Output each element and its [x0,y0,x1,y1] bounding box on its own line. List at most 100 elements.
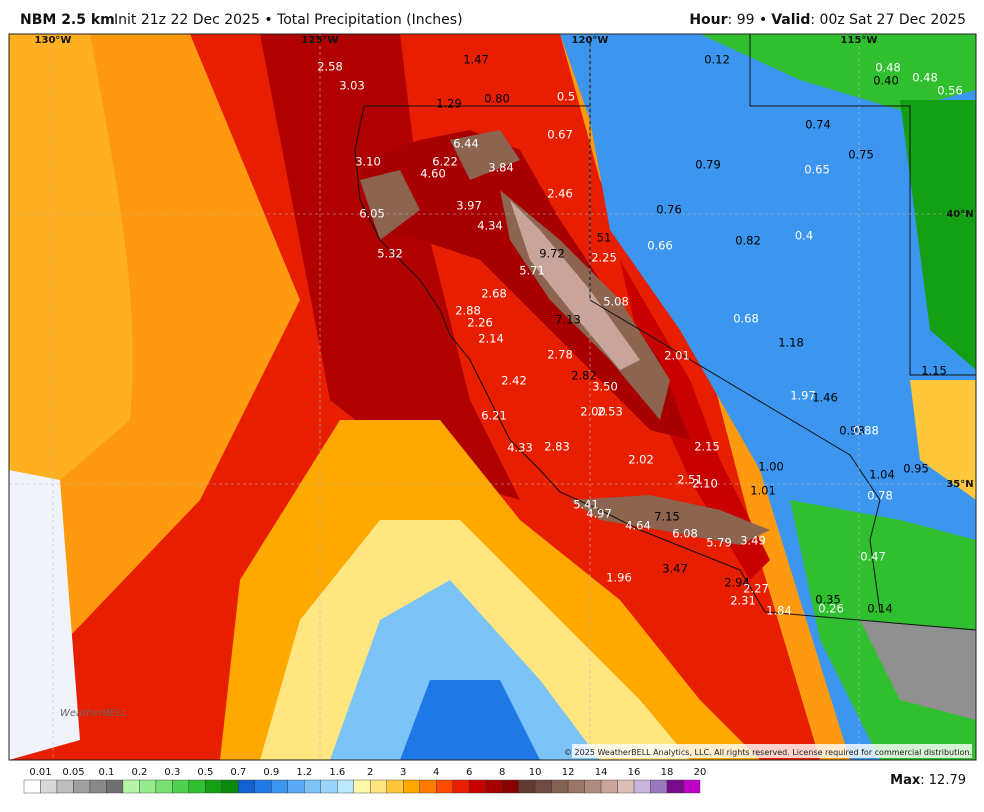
colorbar-label: 0.05 [62,767,84,778]
point-value: 2.02 [628,453,654,467]
point-value: 1.00 [758,460,784,474]
max-value: Max: 12.79 [890,773,966,788]
grid-label: 120°W [572,35,609,46]
point-value: 0.40 [873,74,899,88]
point-value: 0.47 [860,550,886,564]
colorbar-label: 6 [466,767,472,778]
max-number: : 12.79 [920,773,966,788]
colorbar-cell [468,779,486,794]
colorbar-cell [40,779,58,794]
point-value: 0.82 [735,234,761,248]
colorbar-label: 20 [694,767,707,778]
point-value: 3.84 [488,161,514,175]
colorbar-label: 0.01 [29,767,51,778]
point-value: 2.15 [694,440,720,454]
point-value: 3.50 [592,380,618,394]
point-value: 0.75 [848,148,874,162]
copyright-bg [572,744,972,758]
colorbar-label: 2 [367,767,373,778]
colorbar-label: 10 [529,767,542,778]
point-value: 5.41 [573,498,599,512]
colorbar-cell [320,779,338,794]
point-value: 6.08 [672,527,698,541]
colorbar-label: 0.1 [98,767,114,778]
point-value: 1.47 [463,53,489,67]
point-value: 2.68 [481,287,507,301]
point-value: 2.25 [591,251,617,265]
point-value: 0.74 [805,118,831,132]
colorbar-cell [485,779,503,794]
point-value: 3.97 [456,199,482,213]
point-value: 6.21 [481,409,507,423]
colorbar-cell [386,779,404,794]
colorbar-cell [23,779,41,794]
point-value: 5.79 [706,536,732,550]
description: Init 21z 22 Dec 2025 • Total Precipitati… [114,12,463,28]
grid-label: 40°N [946,209,973,220]
point-value: 0.56 [937,84,963,98]
valid-label: Valid [771,12,810,28]
colorbar-cell [188,779,206,794]
point-value: 1.01 [750,484,776,498]
colorbar-cell [353,779,371,794]
point-value: 7.15 [654,510,680,524]
grid-label: 115°W [841,35,878,46]
hour-label: Hour [689,12,727,28]
point-value: 1.15 [921,364,947,378]
colorbar-cell [287,779,305,794]
colorbar-label: 0.2 [131,767,147,778]
colorbar-cell [518,779,536,794]
colorbar-cell [89,779,107,794]
point-value: 2.27 [743,582,769,596]
point-value: 0.48 [912,71,938,85]
point-value: 0.95 [903,462,929,476]
point-value: 5.08 [603,295,629,309]
point-value: 2.82 [571,369,597,383]
point-value: 4.34 [477,219,503,233]
point-value: 2.46 [547,187,573,201]
colorbar-cell [122,779,140,794]
point-value: 1.84 [766,604,792,618]
point-value: 2.94 [724,576,750,590]
point-value: 3.49 [740,534,766,548]
point-value: 0.12 [704,53,730,67]
colorbar-label: 0.9 [263,767,279,778]
point-value: 3.03 [339,79,365,93]
point-value: 0.79 [695,158,721,172]
point-value: 2.51 [677,473,703,487]
colorbar-label: 1.6 [329,767,345,778]
point-value: 0.80 [484,92,510,106]
colorbar-cell [666,779,684,794]
colorbar-cell [238,779,256,794]
point-value: 2.31 [730,594,756,608]
colorbar-cell [567,779,585,794]
point-value: 5.32 [377,247,403,261]
colorbar-cell [337,779,354,794]
point-value: 0.78 [867,489,893,503]
colorbar-label: 18 [661,767,674,778]
point-value: 6.05 [359,207,385,221]
colorbar-label: 0.5 [197,767,213,778]
point-value: 0.68 [733,312,759,326]
colorbar-cell [633,779,651,794]
colorbar-cell [452,779,470,794]
point-value: 1.29 [436,97,462,111]
point-value: 6.44 [453,137,479,151]
colorbar-cell [221,779,239,794]
point-value: 0.14 [867,602,893,616]
colorbar-label: 16 [628,767,641,778]
point-value: 1.96 [606,571,632,585]
colorbar-cell [435,779,453,794]
colorbar-cell [254,779,272,794]
colorbar-cell [501,779,519,794]
colorbar-cell [650,779,668,794]
colorbar-label: 0.3 [164,767,180,778]
point-value: 0.4 [795,229,813,243]
point-value: 3.10 [355,155,381,169]
point-value: 2.83 [544,440,570,454]
colorbar-cell [139,779,157,794]
point-value: 0.5 [557,90,575,104]
point-value: 2.53 [597,405,623,419]
